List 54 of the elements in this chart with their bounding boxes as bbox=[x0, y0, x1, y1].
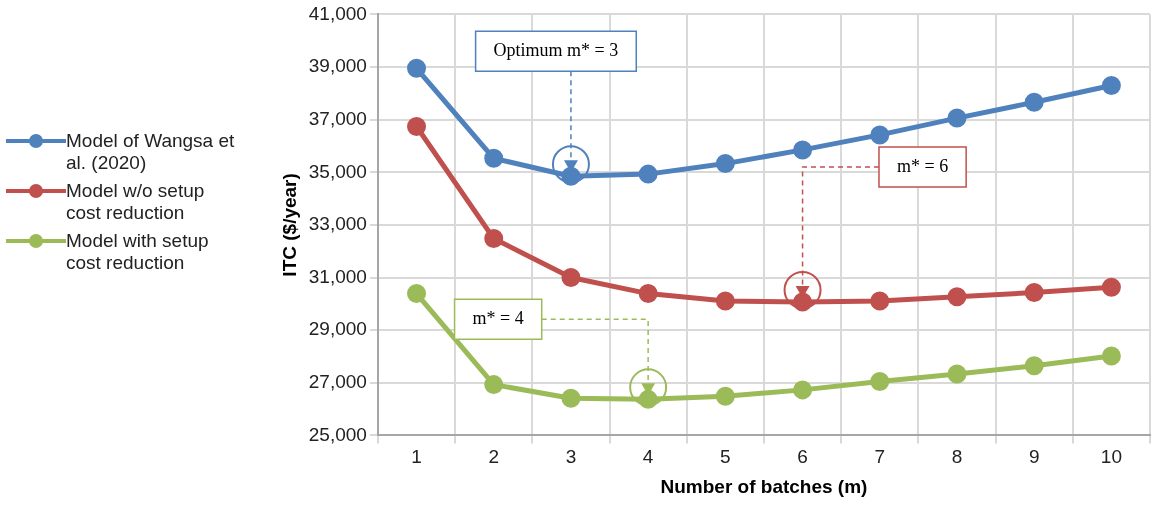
x-tick-label: 2 bbox=[488, 446, 500, 468]
annotation: m* = 6 bbox=[896, 155, 949, 176]
y-axis-title: ITC ($/year) bbox=[278, 173, 300, 277]
legend-label: Model w/o setup cost reduction bbox=[66, 180, 206, 224]
x-tick-label: 4 bbox=[642, 446, 654, 468]
y-tick-label: 25,000 bbox=[308, 423, 367, 445]
point bbox=[1024, 92, 1044, 112]
x-tick-label: 8 bbox=[951, 446, 963, 468]
point bbox=[947, 364, 967, 384]
point bbox=[407, 284, 427, 304]
point bbox=[484, 229, 504, 249]
point bbox=[715, 154, 735, 174]
x-tick-label: 9 bbox=[1028, 446, 1040, 468]
point bbox=[638, 284, 658, 304]
y-tick-label: 37,000 bbox=[308, 107, 367, 129]
point bbox=[561, 388, 581, 408]
x-tick-label: 5 bbox=[720, 446, 731, 468]
point bbox=[715, 291, 735, 311]
y-tick-label: 27,000 bbox=[308, 371, 367, 393]
x-tick-label: 6 bbox=[797, 446, 808, 468]
point bbox=[715, 386, 735, 406]
x-tick-label: 7 bbox=[874, 446, 886, 468]
point bbox=[947, 287, 967, 307]
point bbox=[484, 375, 504, 395]
y-tick-label: 39,000 bbox=[308, 55, 367, 77]
point bbox=[561, 268, 581, 288]
point bbox=[407, 116, 427, 136]
point bbox=[870, 291, 890, 311]
point bbox=[947, 108, 967, 128]
point bbox=[793, 380, 813, 400]
legend-label: Model of Wangsa et al. (2020) bbox=[66, 130, 236, 174]
point bbox=[1024, 356, 1044, 376]
y-tick-label: 33,000 bbox=[308, 213, 367, 235]
x-tick-label: 10 bbox=[1100, 446, 1122, 468]
point bbox=[1024, 283, 1044, 303]
point bbox=[1101, 346, 1121, 366]
point bbox=[1101, 277, 1121, 297]
legend-label: Model with setup cost reduction bbox=[66, 230, 210, 274]
point bbox=[793, 140, 813, 160]
annotation: m* = 4 bbox=[472, 308, 524, 329]
point bbox=[1101, 75, 1121, 95]
point bbox=[484, 148, 504, 168]
y-tick-label: 29,000 bbox=[308, 318, 367, 340]
x-tick-label: 3 bbox=[565, 446, 577, 468]
point bbox=[870, 125, 890, 145]
annotation: Optimum m* = 3 bbox=[493, 39, 619, 60]
y-tick-label: 41,000 bbox=[308, 2, 367, 24]
x-tick-label: 1 bbox=[411, 446, 422, 468]
point bbox=[638, 164, 658, 184]
y-tick-label: 31,000 bbox=[308, 265, 367, 287]
point bbox=[407, 58, 427, 78]
x-axis-title: Number of batches (m) bbox=[660, 475, 868, 497]
y-tick-label: 35,000 bbox=[308, 160, 367, 182]
point bbox=[870, 371, 890, 391]
